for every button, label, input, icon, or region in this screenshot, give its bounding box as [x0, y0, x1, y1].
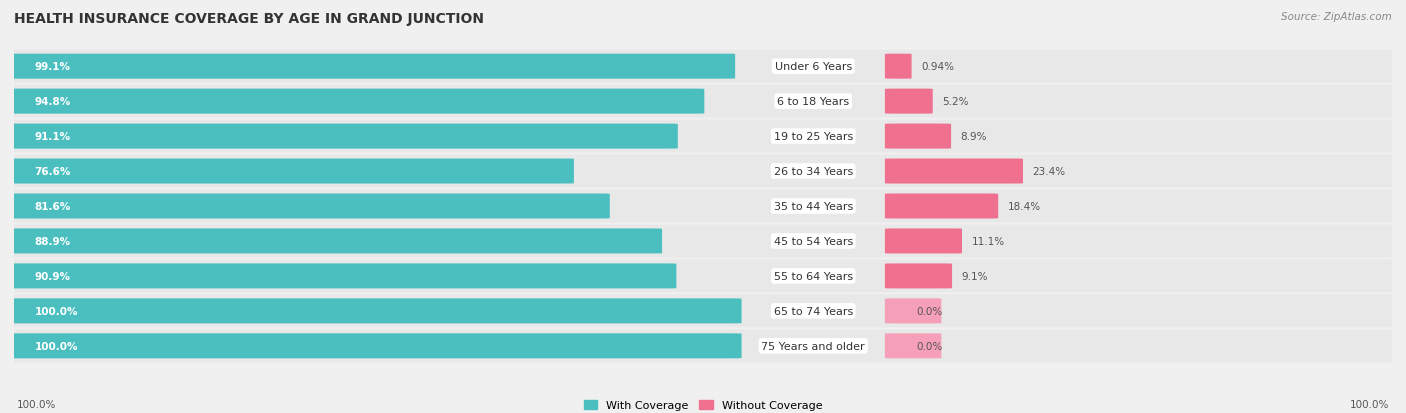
FancyBboxPatch shape	[3, 225, 1403, 258]
Text: 18.4%: 18.4%	[1008, 202, 1040, 211]
Text: 100.0%: 100.0%	[17, 399, 56, 409]
Text: 76.6%: 76.6%	[35, 166, 72, 177]
Text: 100.0%: 100.0%	[1350, 399, 1389, 409]
Text: 75 Years and older: 75 Years and older	[762, 341, 865, 351]
FancyBboxPatch shape	[884, 229, 962, 254]
Text: 100.0%: 100.0%	[35, 306, 79, 316]
FancyBboxPatch shape	[6, 264, 676, 289]
FancyBboxPatch shape	[884, 264, 952, 289]
FancyBboxPatch shape	[884, 194, 998, 219]
Text: 65 to 74 Years: 65 to 74 Years	[773, 306, 853, 316]
Text: 100.0%: 100.0%	[35, 341, 79, 351]
Text: 0.94%: 0.94%	[921, 62, 955, 72]
Text: 55 to 64 Years: 55 to 64 Years	[773, 271, 853, 281]
FancyBboxPatch shape	[3, 85, 1403, 118]
FancyBboxPatch shape	[6, 89, 704, 114]
FancyBboxPatch shape	[6, 229, 662, 254]
Text: 88.9%: 88.9%	[35, 236, 70, 247]
Text: 99.1%: 99.1%	[35, 62, 70, 72]
FancyBboxPatch shape	[884, 89, 932, 114]
Text: 23.4%: 23.4%	[1032, 166, 1066, 177]
FancyBboxPatch shape	[6, 55, 735, 79]
Text: 0.0%: 0.0%	[917, 341, 943, 351]
Text: 81.6%: 81.6%	[35, 202, 70, 211]
FancyBboxPatch shape	[6, 159, 574, 184]
Text: 9.1%: 9.1%	[962, 271, 988, 281]
Text: 11.1%: 11.1%	[972, 236, 1005, 247]
Text: 90.9%: 90.9%	[35, 271, 70, 281]
FancyBboxPatch shape	[3, 260, 1403, 293]
FancyBboxPatch shape	[3, 120, 1403, 153]
Text: 94.8%: 94.8%	[35, 97, 70, 107]
FancyBboxPatch shape	[884, 55, 911, 79]
FancyBboxPatch shape	[6, 334, 741, 358]
Legend: With Coverage, Without Coverage: With Coverage, Without Coverage	[579, 395, 827, 413]
Text: 8.9%: 8.9%	[960, 132, 987, 142]
FancyBboxPatch shape	[3, 155, 1403, 188]
Text: 0.0%: 0.0%	[917, 306, 943, 316]
FancyBboxPatch shape	[884, 124, 950, 149]
Text: Source: ZipAtlas.com: Source: ZipAtlas.com	[1281, 12, 1392, 22]
FancyBboxPatch shape	[6, 194, 610, 219]
Text: 45 to 54 Years: 45 to 54 Years	[773, 236, 853, 247]
Text: 19 to 25 Years: 19 to 25 Years	[773, 132, 853, 142]
Text: 35 to 44 Years: 35 to 44 Years	[773, 202, 853, 211]
FancyBboxPatch shape	[3, 330, 1403, 362]
Text: 26 to 34 Years: 26 to 34 Years	[773, 166, 853, 177]
FancyBboxPatch shape	[6, 299, 741, 324]
FancyBboxPatch shape	[884, 299, 942, 324]
FancyBboxPatch shape	[3, 190, 1403, 223]
FancyBboxPatch shape	[3, 51, 1403, 83]
FancyBboxPatch shape	[884, 334, 942, 358]
Text: HEALTH INSURANCE COVERAGE BY AGE IN GRAND JUNCTION: HEALTH INSURANCE COVERAGE BY AGE IN GRAN…	[14, 12, 484, 26]
Text: 6 to 18 Years: 6 to 18 Years	[778, 97, 849, 107]
Text: 91.1%: 91.1%	[35, 132, 70, 142]
FancyBboxPatch shape	[884, 159, 1024, 184]
Text: Under 6 Years: Under 6 Years	[775, 62, 852, 72]
Text: 5.2%: 5.2%	[942, 97, 969, 107]
FancyBboxPatch shape	[3, 295, 1403, 328]
FancyBboxPatch shape	[6, 124, 678, 149]
